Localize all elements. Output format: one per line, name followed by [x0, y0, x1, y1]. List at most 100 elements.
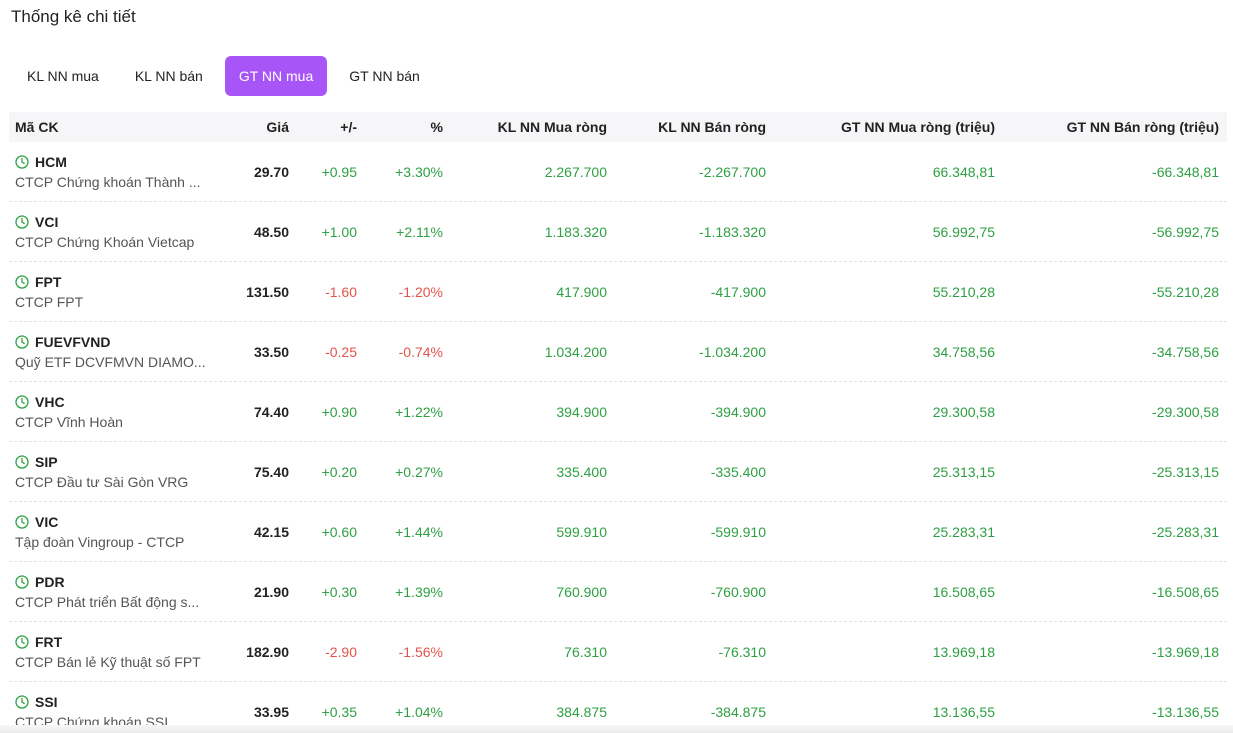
gt-sell-cell: -66.348,81 — [1152, 163, 1219, 180]
symbol-code[interactable]: PDR — [35, 573, 65, 590]
kl-sell-cell: -760.900 — [710, 583, 766, 600]
kl-buy-cell: 335.400 — [556, 463, 607, 480]
kl-buy-cell: 2.267.700 — [544, 163, 607, 180]
symbol-code[interactable]: VHC — [35, 393, 65, 410]
table-row[interactable]: VCI CTCP Chứng Khoán Vietcap 48.50 +1.00 +2.… — [9, 202, 1227, 262]
kl-sell-cell: -599.910 — [710, 523, 766, 540]
clock-icon — [15, 274, 29, 289]
symbol-line: VIC — [15, 512, 214, 532]
table-row[interactable]: FRT CTCP Bán lẻ Kỹ thuật số FPT 182.90 -2.9… — [9, 622, 1227, 682]
col-header-percent[interactable]: % — [430, 119, 443, 135]
price-cell: 75.40 — [253, 463, 289, 480]
percent-cell: +0.27% — [395, 463, 443, 480]
table-row[interactable]: PDR CTCP Phát triển Bất động s... 21.90 +0.… — [9, 562, 1227, 622]
kl-sell-cell: -1.034.200 — [699, 343, 766, 360]
col-header-kl-buy[interactable]: KL NN Mua ròng — [497, 119, 607, 135]
clock-icon — [15, 574, 29, 589]
table-row[interactable]: VIC Tập đoàn Vingroup - CTCP 42.15 +0.60 +1.… — [9, 502, 1227, 562]
gt-buy-cell: 56.992,75 — [932, 223, 995, 240]
kl-sell-cell: -384.875 — [710, 703, 766, 720]
percent-cell: +1.44% — [395, 523, 443, 540]
company-name: CTCP Vĩnh Hoàn — [15, 413, 123, 430]
col-header-change[interactable]: +/- — [340, 119, 357, 135]
company-name: Quỹ ETF DCVFMVN DIAMO... — [15, 353, 206, 370]
tab-gt-nn-mua[interactable]: GT NN mua — [224, 56, 328, 96]
gt-sell-cell: -34.758,56 — [1152, 343, 1219, 360]
company-name: Tập đoàn Vingroup - CTCP — [15, 533, 185, 550]
symbol-line: SIP — [15, 452, 214, 472]
symbol-code[interactable]: VCI — [35, 213, 59, 230]
table-row[interactable]: VHC CTCP Vĩnh Hoàn 74.40 +0.90 +1.22% 394.900… — [9, 382, 1227, 442]
table-header: Mã CK Giá +/- % KL NN Mua ròng KL NN Bán… — [9, 112, 1227, 142]
kl-sell-cell: -2.267.700 — [699, 163, 766, 180]
gt-sell-cell: -25.313,15 — [1152, 463, 1219, 480]
tab-kl-nn-mua[interactable]: KL NN mua — [27, 68, 99, 84]
symbol-code[interactable]: HCM — [35, 153, 67, 170]
symbol-code[interactable]: SIP — [35, 453, 58, 470]
gt-sell-cell: -16.508,65 — [1152, 583, 1219, 600]
gt-buy-cell: 66.348,81 — [932, 163, 995, 180]
table-row[interactable]: HCM CTCP Chứng khoán Thành ... 29.70 +0.95 +… — [9, 142, 1227, 202]
change-cell: -1.60 — [325, 283, 357, 300]
change-cell: +1.00 — [321, 223, 357, 240]
col-header-price[interactable]: Giá — [266, 119, 289, 135]
symbol-code[interactable]: FUEVFVND — [35, 333, 111, 350]
symbol-cell: FPT CTCP FPT — [9, 272, 214, 312]
kl-buy-cell: 76.310 — [564, 643, 607, 660]
clock-icon — [15, 214, 29, 229]
table-body: HCM CTCP Chứng khoán Thành ... 29.70 +0.95 +… — [9, 142, 1227, 733]
col-header-gt-buy[interactable]: GT NN Mua ròng (triệu) — [841, 119, 995, 135]
company-name: CTCP Đầu tư Sài Gòn VRG — [15, 473, 189, 490]
scroll-fade — [0, 725, 1233, 733]
tab-bar: KL NN mua KL NN bán GT NN mua GT NN bán — [13, 56, 442, 96]
gt-sell-cell: -29.300,58 — [1152, 403, 1219, 420]
symbol-line: FPT — [15, 272, 214, 292]
symbol-code[interactable]: FRT — [35, 633, 63, 650]
change-cell: -0.25 — [325, 343, 357, 360]
symbol-line: FRT — [15, 632, 214, 652]
price-cell: 33.50 — [253, 343, 289, 360]
gt-buy-cell: 29.300,58 — [932, 403, 995, 420]
change-cell: +0.35 — [321, 703, 357, 720]
table-row[interactable]: SIP CTCP Đầu tư Sài Gòn VRG 75.40 +0.20 +0.2… — [9, 442, 1227, 502]
gt-buy-cell: 13.969,18 — [932, 643, 995, 660]
tab-gt-nn-ban[interactable]: GT NN bán — [349, 68, 420, 84]
col-header-gt-sell[interactable]: GT NN Bán ròng (triệu) — [1066, 119, 1219, 135]
kl-buy-cell: 1.034.200 — [544, 343, 607, 360]
change-cell: +0.60 — [321, 523, 357, 540]
clock-icon — [15, 634, 29, 649]
kl-sell-cell: -417.900 — [710, 283, 766, 300]
percent-cell: -1.20% — [398, 283, 443, 300]
clock-icon — [15, 514, 29, 529]
page-title: Thống kê chi tiết — [11, 7, 136, 26]
gt-sell-cell: -13.969,18 — [1152, 643, 1219, 660]
symbol-line: HCM — [15, 152, 214, 172]
company-name: CTCP Phát triển Bất động s... — [15, 593, 200, 610]
price-cell: 131.50 — [246, 283, 289, 300]
symbol-cell: VIC Tập đoàn Vingroup - CTCP — [9, 512, 214, 552]
col-header-symbol[interactable]: Mã CK — [15, 119, 59, 135]
symbol-cell: PDR CTCP Phát triển Bất động s... — [9, 572, 214, 612]
price-cell: 33.95 — [253, 703, 289, 720]
symbol-code[interactable]: SSI — [35, 693, 58, 710]
percent-cell: -0.74% — [398, 343, 443, 360]
kl-buy-cell: 1.183.320 — [544, 223, 607, 240]
table-row[interactable]: FPT CTCP FPT 131.50 -1.60 -1.20% 417.900 -417.… — [9, 262, 1227, 322]
gt-buy-cell: 25.283,31 — [932, 523, 995, 540]
table-row[interactable]: FUEVFVND Quỹ ETF DCVFMVN DIAMO... 33.50 -0.… — [9, 322, 1227, 382]
percent-cell: +1.39% — [395, 583, 443, 600]
symbol-cell: SSI CTCP Chứng khoán SSI — [9, 692, 214, 732]
stats-table: Mã CK Giá +/- % KL NN Mua ròng KL NN Bán… — [9, 112, 1227, 733]
symbol-code[interactable]: FPT — [35, 273, 62, 290]
gt-buy-cell: 34.758,56 — [932, 343, 995, 360]
company-name: CTCP FPT — [15, 293, 84, 310]
company-name: CTCP Chứng khoán Thành ... — [15, 173, 201, 190]
percent-cell: +2.11% — [396, 223, 443, 240]
symbol-line: FUEVFVND — [15, 332, 214, 352]
table-row[interactable]: SSI CTCP Chứng khoán SSI 33.95 +0.35 +1.04% 3… — [9, 682, 1227, 733]
tab-kl-nn-ban[interactable]: KL NN bán — [134, 68, 203, 84]
change-cell: +0.95 — [321, 163, 357, 180]
price-cell: 48.50 — [253, 223, 289, 240]
col-header-kl-sell[interactable]: KL NN Bán ròng — [658, 119, 766, 135]
symbol-code[interactable]: VIC — [35, 513, 59, 530]
